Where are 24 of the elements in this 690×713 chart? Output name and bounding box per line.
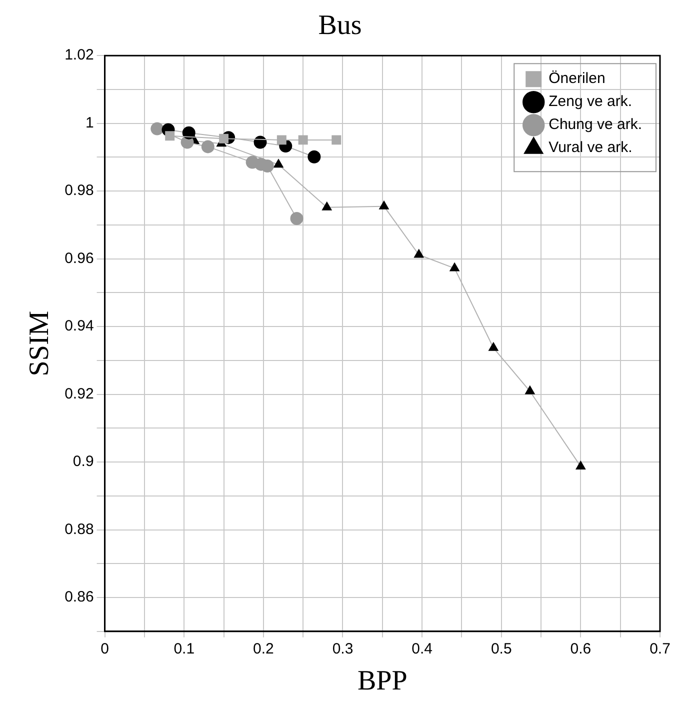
- y-tick-label: 0.94: [64, 318, 94, 335]
- y-tick-label: 0.86: [64, 588, 94, 606]
- x-tick-label: 0.3: [332, 640, 354, 658]
- y-tick-label: 1: [85, 114, 94, 132]
- legend-label: Zeng ve ark.: [548, 93, 632, 110]
- legend-label: Önerilen: [548, 70, 606, 88]
- y-tick-label: 1.02: [64, 46, 94, 64]
- y-tick-label: 0.88: [64, 520, 94, 538]
- x-axis-title: BPP: [357, 666, 408, 697]
- y-tick-label: 0.92: [64, 385, 94, 402]
- y-axis-title: SSIM: [24, 310, 56, 376]
- legend-label: Vural ve ark.: [548, 139, 632, 156]
- x-tick-label: 0: [100, 640, 109, 658]
- y-tick-label: 0.96: [64, 250, 94, 267]
- x-tick-label: 0.5: [490, 640, 512, 658]
- y-tick-label: 0.98: [64, 182, 94, 200]
- x-tick-label: 0.4: [412, 640, 432, 658]
- legend-label: Chung ve ark.: [548, 116, 642, 134]
- x-tick-label: 0.1: [174, 640, 195, 658]
- chart-title: Bus: [318, 10, 362, 42]
- y-tick-label: 0.9: [72, 453, 94, 470]
- x-tick-label: 0.6: [570, 640, 592, 658]
- x-tick-label: 0.2: [252, 640, 274, 658]
- x-tick-label: 0.7: [650, 640, 670, 658]
